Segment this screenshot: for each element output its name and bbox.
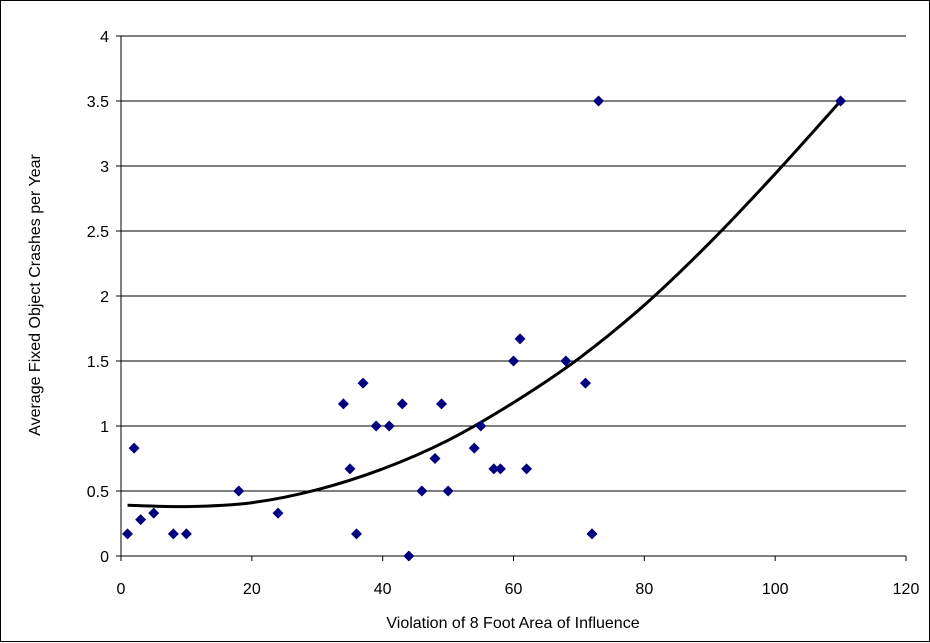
x-tick-label: 40 bbox=[374, 581, 392, 598]
axes bbox=[116, 35, 907, 561]
y-axis-title: Average Fixed Object Crashes per Year bbox=[27, 154, 44, 436]
tick-labels: 00.511.522.533.540 20 40 60 80 100 120 bbox=[87, 29, 920, 598]
data-point bbox=[337, 398, 349, 410]
data-point bbox=[148, 507, 160, 519]
y-tick-label: 1.5 bbox=[87, 354, 109, 371]
trendline bbox=[127, 99, 842, 509]
y-tick-label: 3 bbox=[100, 159, 109, 176]
y-tick-label: 1 bbox=[100, 419, 109, 436]
data-point bbox=[429, 453, 441, 464]
data-point bbox=[494, 463, 506, 475]
data-point bbox=[128, 442, 140, 454]
data-point bbox=[135, 514, 147, 526]
data-point bbox=[416, 485, 428, 497]
y-tick-label: 2 bbox=[100, 289, 109, 306]
data-point bbox=[835, 95, 847, 107]
data-point bbox=[383, 420, 395, 432]
data-point bbox=[122, 528, 134, 540]
data-point bbox=[508, 355, 519, 367]
grid-lines bbox=[121, 35, 906, 492]
y-tick-label: 2.5 bbox=[87, 224, 109, 241]
data-points bbox=[122, 95, 847, 562]
x-tick-label: 80 bbox=[635, 581, 653, 598]
y-tick-label: 4 bbox=[100, 29, 109, 46]
x-tick-label: 120 bbox=[893, 581, 920, 598]
data-point bbox=[521, 463, 533, 475]
data-point bbox=[560, 355, 572, 367]
data-point bbox=[403, 550, 415, 562]
data-point bbox=[272, 507, 284, 519]
data-point bbox=[442, 485, 454, 497]
data-point bbox=[579, 377, 591, 389]
data-point bbox=[468, 442, 480, 454]
data-point bbox=[396, 398, 408, 410]
x-tick-label: 0 bbox=[117, 581, 126, 598]
data-point bbox=[180, 528, 192, 540]
x-tick-label: 100 bbox=[762, 581, 789, 598]
y-tick-label: 0 bbox=[100, 549, 109, 566]
data-point bbox=[370, 420, 382, 432]
x-tick-label: 60 bbox=[505, 581, 523, 598]
data-point bbox=[488, 463, 500, 475]
data-point bbox=[475, 420, 487, 432]
data-point bbox=[357, 377, 369, 389]
data-point bbox=[344, 463, 356, 475]
data-point bbox=[167, 528, 179, 540]
data-point bbox=[586, 528, 598, 540]
x-tick-label: 20 bbox=[243, 581, 261, 598]
y-tick-label: 3.5 bbox=[87, 94, 109, 111]
data-point bbox=[233, 485, 245, 497]
data-point bbox=[436, 398, 448, 410]
y-tick-label: 0.5 bbox=[87, 484, 109, 501]
trendline-layer bbox=[127, 99, 842, 509]
data-point bbox=[593, 95, 605, 107]
data-point bbox=[351, 528, 362, 540]
data-point bbox=[514, 333, 526, 345]
x-axis-title: Violation of 8 Foot Area of Influence bbox=[386, 615, 639, 632]
